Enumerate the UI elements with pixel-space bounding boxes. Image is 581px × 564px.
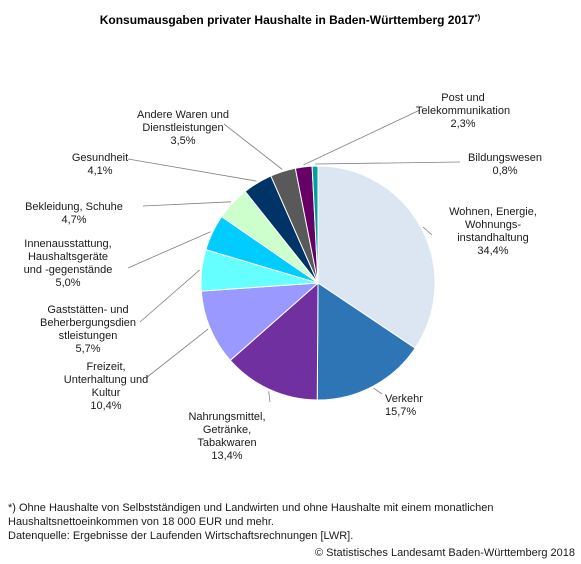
slice-label: Freizeit, Unterhaltung und Kultur 10,4% xyxy=(64,361,148,412)
slice-label: Nahrungsmittel, Getränke, Tabakwaren 13,4% xyxy=(188,411,265,462)
leader-line xyxy=(268,391,271,403)
footnote-line: *) Ohne Haushalte von Selbstständigen un… xyxy=(8,502,494,514)
slice-label: Post und Telekommunikation 2,3% xyxy=(416,92,510,130)
leader-line xyxy=(142,201,232,207)
pie-chart: Konsumausgaben privater Haushalte in Bad… xyxy=(24,13,542,462)
leader-line xyxy=(127,231,211,269)
chart-title: Konsumausgaben privater Haushalte in Bad… xyxy=(100,13,481,27)
footnote-line: Haushaltsnettoeinkommen von 18 000 EUR u… xyxy=(8,516,274,528)
pie-slice xyxy=(229,281,319,401)
slice-label: Gesundheit 4,1% xyxy=(72,152,128,177)
slice-label: Andere Waren und Dienstleistungen 3,5% xyxy=(137,109,229,147)
pie-slice xyxy=(311,165,319,284)
leader-line xyxy=(314,161,461,165)
leader-line xyxy=(139,269,200,323)
leader-line xyxy=(223,123,283,170)
leader-line xyxy=(422,226,433,236)
leader-line xyxy=(373,387,383,395)
leader-line xyxy=(127,158,257,182)
slice-label: Innenausstattung, Haushaltsgeräte und -geg… xyxy=(24,238,113,289)
pie-slice xyxy=(317,165,436,349)
slice-label: Bekleidung, Schuhe 4,7% xyxy=(25,201,123,226)
slice-label: Wohnen, Energie, Wohnungs-instandhaltung 3… xyxy=(449,206,537,257)
pie-slice xyxy=(200,282,320,362)
slice-label: Verkehr 15,7% xyxy=(385,393,423,418)
slice-label: Bildungswesen 0,8% xyxy=(468,152,542,177)
pie-slice xyxy=(316,282,416,401)
copyright: © Statistisches Landesamt Baden-Württemb… xyxy=(314,547,575,559)
leader-line xyxy=(145,328,209,379)
footnote: *) Ohne Haushalte von Selbstständigen un… xyxy=(8,501,573,543)
footnote-line: Datenquelle: Ergebnisse der Laufenden Wi… xyxy=(8,530,354,542)
slice-label: Gaststätten- und Beherbergungsdien stleist… xyxy=(40,304,136,355)
leader-line xyxy=(303,109,421,166)
